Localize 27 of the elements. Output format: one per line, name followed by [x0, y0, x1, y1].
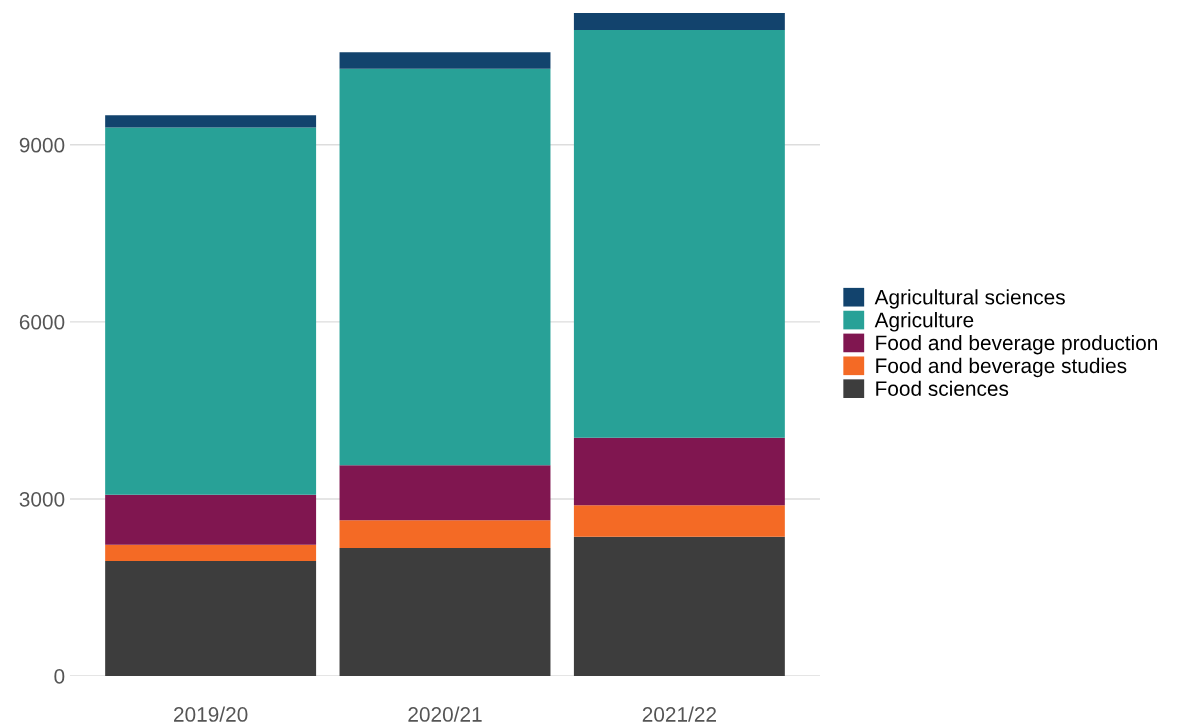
legend-label: Food and beverage production — [876, 334, 1157, 355]
x-tick-label: 2020/21 — [408, 706, 482, 722]
bar — [573, 505, 785, 537]
bar — [105, 494, 317, 545]
bar — [573, 30, 785, 438]
bar — [105, 560, 317, 676]
bar — [339, 547, 551, 676]
bar — [105, 127, 317, 495]
y-tick-label: 6000 — [19, 314, 65, 330]
bar — [573, 12, 785, 30]
bar — [339, 465, 551, 521]
legend-label: Agriculture — [874, 312, 974, 332]
bar — [339, 68, 551, 466]
y-tick-label: 0 — [54, 669, 65, 684]
bar — [105, 544, 317, 561]
legend-label: Food and beverage studies — [876, 357, 1127, 378]
x-tick-label: 2019/20 — [174, 706, 248, 722]
bar — [573, 536, 785, 676]
bar — [105, 115, 317, 128]
bar — [339, 52, 551, 69]
y-tick-label: 9000 — [19, 137, 65, 153]
bar — [339, 520, 551, 548]
y-tick-label: 3000 — [19, 491, 65, 507]
bar — [573, 437, 785, 506]
legend-label: Food sciences — [876, 380, 1009, 396]
x-tick-label: 2021/22 — [642, 706, 716, 722]
legend-label: Agricultural sciences — [874, 289, 1065, 309]
